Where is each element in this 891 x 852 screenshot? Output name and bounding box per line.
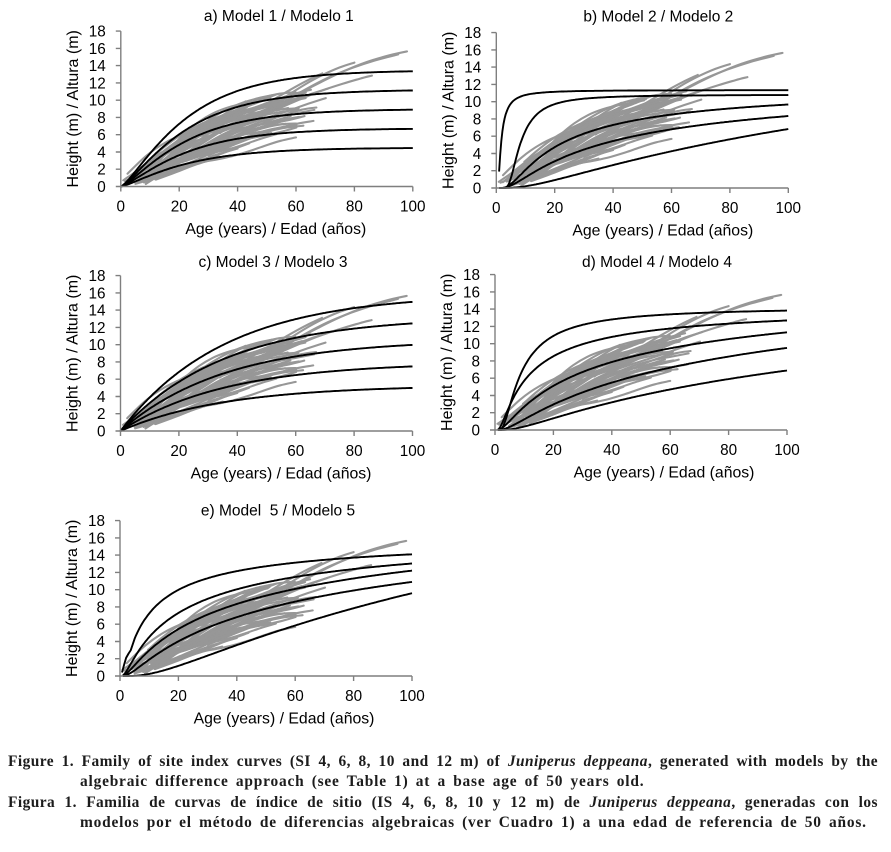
svg-text:4: 4 bbox=[97, 144, 106, 161]
svg-text:Height (m) / Altura (m): Height (m) / Altura (m) bbox=[439, 274, 456, 431]
svg-text:80: 80 bbox=[346, 443, 363, 460]
svg-text:40: 40 bbox=[605, 200, 622, 217]
svg-text:4: 4 bbox=[96, 634, 105, 651]
svg-text:12: 12 bbox=[89, 75, 106, 92]
svg-text:16: 16 bbox=[88, 285, 105, 302]
svg-text:20: 20 bbox=[170, 688, 187, 705]
svg-text:100: 100 bbox=[400, 443, 426, 460]
svg-text:0: 0 bbox=[117, 198, 126, 215]
svg-text:12: 12 bbox=[464, 77, 481, 94]
svg-text:10: 10 bbox=[88, 337, 105, 354]
svg-text:100: 100 bbox=[399, 688, 425, 705]
svg-text:80: 80 bbox=[346, 198, 363, 215]
svg-text:Height (m) / Altura (m): Height (m) / Altura (m) bbox=[65, 30, 82, 187]
svg-text:40: 40 bbox=[229, 198, 246, 215]
svg-text:40: 40 bbox=[603, 442, 620, 459]
svg-text:14: 14 bbox=[464, 60, 482, 77]
svg-text:100: 100 bbox=[776, 200, 802, 217]
svg-text:Age (years) / Edad (años): Age (years) / Edad (años) bbox=[574, 465, 755, 482]
svg-text:14: 14 bbox=[463, 302, 481, 319]
svg-text:12: 12 bbox=[463, 319, 480, 336]
svg-text:Age (years) / Edad (años): Age (years) / Edad (años) bbox=[185, 221, 366, 238]
svg-text:16: 16 bbox=[464, 42, 481, 59]
svg-text:100: 100 bbox=[400, 198, 426, 215]
svg-text:Height (m) / Altura (m): Height (m) / Altura (m) bbox=[64, 520, 81, 677]
svg-text:18: 18 bbox=[463, 267, 480, 284]
svg-text:Height (m) / Altura (m): Height (m) / Altura (m) bbox=[65, 275, 82, 432]
svg-text:16: 16 bbox=[89, 41, 106, 58]
svg-text:40: 40 bbox=[229, 443, 246, 460]
svg-text:20: 20 bbox=[545, 442, 562, 459]
svg-text:4: 4 bbox=[97, 389, 106, 406]
svg-text:40: 40 bbox=[228, 688, 245, 705]
svg-text:10: 10 bbox=[88, 582, 105, 599]
svg-text:100: 100 bbox=[774, 442, 800, 459]
svg-text:4: 4 bbox=[473, 146, 482, 163]
svg-text:14: 14 bbox=[89, 58, 107, 75]
svg-text:c) Model 3 / Modelo 3: c) Model 3 / Modelo 3 bbox=[198, 254, 347, 271]
svg-text:0: 0 bbox=[116, 443, 125, 460]
svg-text:0: 0 bbox=[97, 423, 106, 440]
svg-text:0: 0 bbox=[116, 688, 125, 705]
svg-text:Age (years) / Edad (años): Age (years) / Edad (años) bbox=[191, 466, 372, 483]
svg-text:2: 2 bbox=[97, 406, 106, 423]
svg-text:0: 0 bbox=[97, 179, 106, 196]
svg-text:12: 12 bbox=[88, 565, 105, 582]
svg-text:20: 20 bbox=[170, 443, 187, 460]
svg-text:2: 2 bbox=[97, 162, 106, 179]
svg-text:80: 80 bbox=[721, 200, 738, 217]
svg-text:20: 20 bbox=[546, 200, 563, 217]
svg-text:16: 16 bbox=[88, 530, 105, 547]
svg-text:18: 18 bbox=[464, 25, 481, 42]
svg-text:18: 18 bbox=[88, 268, 105, 285]
svg-text:12: 12 bbox=[88, 320, 105, 337]
svg-text:d) Model 4 / Modelo 4: d) Model 4 / Modelo 4 bbox=[582, 254, 732, 271]
svg-text:80: 80 bbox=[345, 688, 362, 705]
svg-text:0: 0 bbox=[96, 668, 105, 685]
svg-text:6: 6 bbox=[96, 617, 105, 634]
svg-text:e) Model 5 / Modelo 5: e) Model 5 / Modelo 5 bbox=[201, 503, 355, 520]
svg-text:0: 0 bbox=[492, 200, 501, 217]
svg-text:16: 16 bbox=[463, 284, 480, 301]
svg-text:18: 18 bbox=[89, 24, 106, 41]
svg-text:6: 6 bbox=[473, 129, 482, 146]
svg-text:a) Model 1 / Modelo 1: a) Model 1 / Modelo 1 bbox=[204, 8, 354, 25]
svg-text:2: 2 bbox=[96, 651, 105, 668]
svg-text:0: 0 bbox=[491, 442, 500, 459]
svg-text:6: 6 bbox=[97, 372, 106, 389]
svg-text:0: 0 bbox=[473, 180, 482, 197]
svg-text:60: 60 bbox=[662, 442, 679, 459]
svg-text:14: 14 bbox=[88, 548, 106, 565]
svg-text:14: 14 bbox=[88, 303, 106, 320]
svg-text:10: 10 bbox=[463, 336, 480, 353]
svg-text:8: 8 bbox=[97, 354, 106, 371]
svg-text:Age (years) / Edad (años): Age (years) / Edad (años) bbox=[572, 223, 753, 240]
svg-text:Age (years) / Edad (años): Age (years) / Edad (años) bbox=[194, 711, 375, 728]
svg-text:8: 8 bbox=[471, 353, 480, 370]
svg-text:8: 8 bbox=[97, 110, 106, 127]
svg-text:b) Model 2 / Modelo 2: b) Model 2 / Modelo 2 bbox=[583, 9, 733, 26]
svg-text:60: 60 bbox=[663, 200, 680, 217]
svg-text:Height (m) / Altura (m): Height (m) / Altura (m) bbox=[440, 32, 457, 189]
svg-text:80: 80 bbox=[720, 442, 737, 459]
svg-text:10: 10 bbox=[89, 93, 106, 110]
svg-text:6: 6 bbox=[97, 127, 106, 144]
svg-text:0: 0 bbox=[471, 422, 480, 439]
svg-text:60: 60 bbox=[287, 198, 304, 215]
svg-text:10: 10 bbox=[464, 94, 481, 111]
svg-text:4: 4 bbox=[471, 388, 480, 405]
svg-text:2: 2 bbox=[473, 163, 482, 180]
svg-text:60: 60 bbox=[287, 443, 304, 460]
svg-text:18: 18 bbox=[88, 513, 105, 530]
svg-text:8: 8 bbox=[473, 111, 482, 128]
svg-text:20: 20 bbox=[171, 198, 188, 215]
svg-text:2: 2 bbox=[471, 405, 480, 422]
svg-text:8: 8 bbox=[96, 599, 105, 616]
svg-text:60: 60 bbox=[287, 688, 304, 705]
svg-text:6: 6 bbox=[471, 371, 480, 388]
